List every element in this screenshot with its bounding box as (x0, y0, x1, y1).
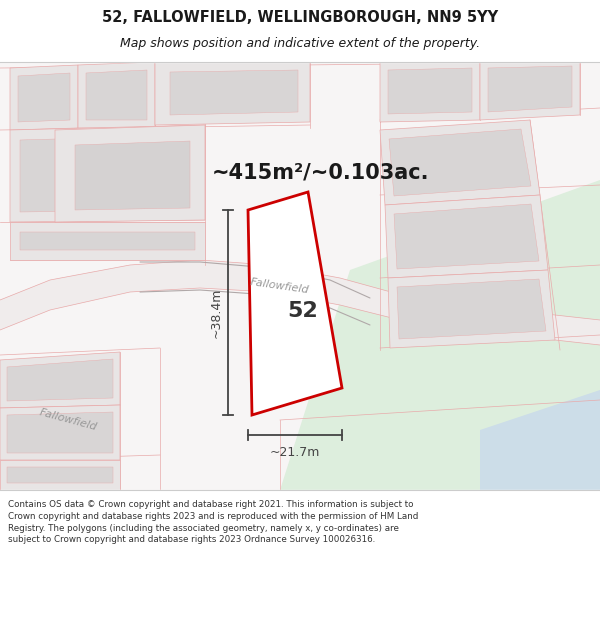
Text: ~415m²/~0.103ac.: ~415m²/~0.103ac. (211, 162, 429, 182)
Polygon shape (380, 120, 540, 205)
Polygon shape (280, 180, 600, 490)
Polygon shape (480, 390, 600, 490)
Text: ~38.4m: ~38.4m (209, 288, 223, 338)
Polygon shape (75, 141, 190, 210)
Polygon shape (488, 66, 572, 112)
Polygon shape (248, 192, 342, 415)
Text: ~21.7m: ~21.7m (270, 446, 320, 459)
Polygon shape (388, 68, 472, 114)
Polygon shape (78, 62, 155, 128)
Polygon shape (388, 270, 555, 348)
Polygon shape (155, 60, 310, 125)
Polygon shape (0, 405, 120, 460)
Polygon shape (86, 70, 147, 120)
Text: Fallowfield: Fallowfield (250, 277, 310, 295)
Polygon shape (0, 260, 600, 345)
Polygon shape (10, 125, 205, 222)
Polygon shape (380, 60, 480, 122)
Polygon shape (389, 129, 531, 196)
Polygon shape (397, 279, 546, 339)
Polygon shape (0, 352, 120, 408)
Polygon shape (0, 460, 120, 490)
Bar (0, 490, 600, 625)
Text: Contains OS data © Crown copyright and database right 2021. This information is : Contains OS data © Crown copyright and d… (8, 500, 418, 544)
Text: Map shows position and indicative extent of the property.: Map shows position and indicative extent… (120, 38, 480, 51)
Polygon shape (55, 125, 205, 222)
Polygon shape (7, 412, 113, 453)
Polygon shape (18, 73, 70, 122)
Polygon shape (394, 204, 539, 269)
Polygon shape (20, 232, 195, 250)
Polygon shape (20, 135, 195, 212)
Polygon shape (10, 65, 78, 130)
Polygon shape (385, 195, 548, 278)
Text: 52: 52 (287, 301, 318, 321)
Bar (0, 0, 600, 62)
Polygon shape (480, 58, 580, 120)
Text: Fallowfield: Fallowfield (38, 408, 98, 432)
Bar (0, 62, 600, 490)
Text: 52, FALLOWFIELD, WELLINGBOROUGH, NN9 5YY: 52, FALLOWFIELD, WELLINGBOROUGH, NN9 5YY (102, 11, 498, 26)
Polygon shape (170, 70, 298, 115)
Polygon shape (10, 222, 205, 260)
Polygon shape (7, 467, 113, 483)
Polygon shape (7, 359, 113, 401)
